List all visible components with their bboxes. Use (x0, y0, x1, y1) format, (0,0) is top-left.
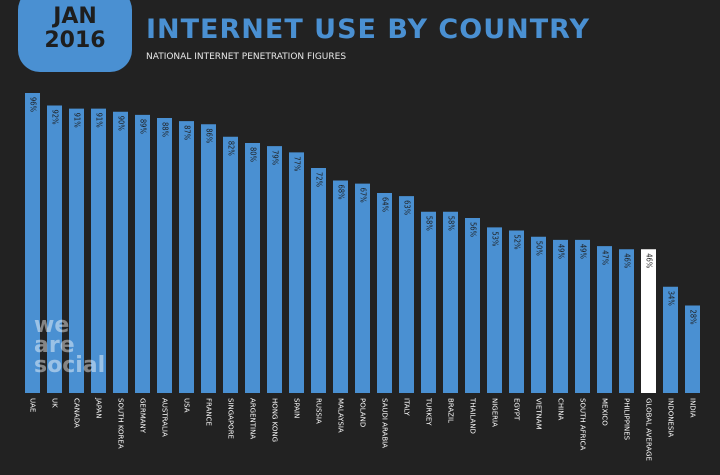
bar-uae (25, 93, 40, 393)
bar-japan (91, 108, 106, 393)
bar-hong-kong (267, 146, 282, 393)
bar-singapore (223, 136, 238, 393)
chart-title: INTERNET USE BY COUNTRY (146, 14, 590, 45)
bar-south-korea (113, 111, 128, 393)
bar-usa (179, 121, 194, 393)
category-label: SPAIN (293, 398, 301, 418)
bar-saudi-arabia (377, 193, 392, 393)
value-label: 28% (689, 310, 698, 326)
value-label: 47% (601, 250, 610, 266)
value-label: 53% (491, 231, 500, 247)
value-label: 64% (381, 197, 390, 213)
bar-china (553, 239, 568, 393)
value-label: 52% (513, 235, 522, 251)
value-label: 56% (469, 222, 478, 238)
value-label: 90% (117, 116, 126, 132)
bar-uk (47, 105, 62, 393)
value-label: 50% (535, 241, 544, 257)
value-label: 96% (29, 97, 38, 113)
category-label: INDIA (689, 398, 697, 418)
category-label: USA (183, 398, 191, 413)
category-label: UAE (29, 398, 37, 412)
value-label: 77% (293, 156, 302, 172)
bar-canada (69, 108, 84, 393)
bar-germany (135, 114, 150, 393)
badge-year: 2016 (44, 28, 106, 53)
date-badge: JAN 2016 (18, 0, 132, 72)
bar-turkey (421, 211, 436, 393)
category-label: ARGENTINA (249, 398, 257, 439)
category-label: HONG KONG (271, 398, 279, 442)
bar-russia (311, 168, 326, 393)
value-label: 88% (161, 122, 170, 138)
value-label: 49% (579, 244, 588, 260)
value-label: 80% (249, 147, 258, 163)
value-label: 34% (667, 291, 676, 307)
category-label: FRANCE (205, 398, 213, 426)
bar-india (685, 305, 700, 393)
category-label: SINGAPORE (227, 398, 235, 439)
value-label: 68% (337, 185, 346, 201)
category-label: POLAND (359, 398, 367, 427)
value-label: 67% (359, 188, 368, 204)
category-label: VIETNAM (535, 398, 543, 430)
category-label: TURKEY (425, 397, 433, 426)
bar-egypt (509, 230, 524, 393)
value-label: 63% (403, 200, 412, 216)
chart-subtitle: NATIONAL INTERNET PENETRATION FIGURES (146, 52, 347, 62)
category-label: NIGERIA (491, 398, 499, 427)
category-label: GLOBAL AVERAGE (645, 398, 653, 461)
bar-france (201, 124, 216, 393)
value-label: 92% (51, 110, 60, 126)
value-label: 46% (645, 253, 654, 269)
category-label: BRAZIL (447, 398, 455, 423)
category-label: CHINA (557, 398, 565, 420)
category-label: SOUTH AFRICA (579, 398, 587, 450)
bar-philippines (619, 249, 634, 393)
value-label: 91% (73, 113, 82, 129)
value-label: 58% (425, 216, 434, 232)
bar-italy (399, 196, 414, 393)
value-label: 58% (447, 216, 456, 232)
bar-poland (355, 183, 370, 393)
value-label: 86% (205, 128, 214, 144)
bar-vietnam (531, 236, 546, 393)
category-label: PHILIPPINES (623, 398, 631, 441)
category-label: EGYPT (513, 398, 521, 421)
category-label: UK (51, 398, 59, 408)
bar-malaysia (333, 180, 348, 393)
category-label: SAUDI ARABIA (381, 398, 389, 448)
category-label: INDONESIA (667, 398, 675, 437)
bar-global-average (641, 249, 656, 393)
bar-thailand (465, 218, 480, 393)
category-label: MALAYSIA (337, 398, 345, 433)
bar-brazil (443, 211, 458, 393)
bar-australia (157, 118, 172, 393)
value-label: 79% (271, 150, 280, 166)
category-label: GERMANY (139, 398, 147, 434)
value-label: 87% (183, 125, 192, 141)
category-label: JAPAN (95, 397, 103, 419)
category-label: SOUTH KOREA (117, 398, 125, 449)
value-label: 72% (315, 172, 324, 188)
category-label: CANADA (73, 398, 81, 428)
value-label: 46% (623, 253, 632, 269)
category-label: MEXICO (601, 398, 609, 426)
value-label: 82% (227, 141, 236, 157)
value-label: 89% (139, 119, 148, 135)
category-label: ITALY (403, 398, 411, 417)
value-label: 91% (95, 113, 104, 129)
bar-argentina (245, 143, 260, 393)
category-label: AUSTRALIA (161, 398, 169, 437)
category-label: THAILAND (469, 397, 477, 434)
badge-month: JAN (53, 4, 97, 29)
category-label: RUSSIA (315, 398, 323, 424)
bar-spain (289, 152, 304, 393)
value-label: 49% (557, 244, 566, 260)
bar-south-africa (575, 239, 590, 393)
bar-mexico (597, 246, 612, 393)
bar-nigeria (487, 227, 502, 393)
bar-indonesia (663, 286, 678, 393)
